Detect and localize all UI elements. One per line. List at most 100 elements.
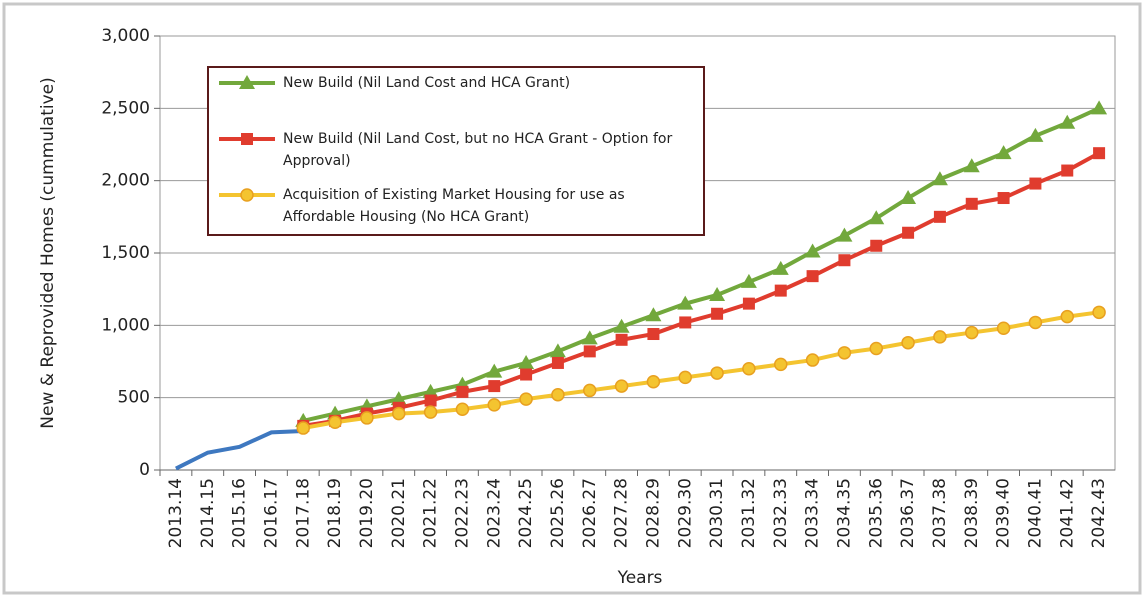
marker xyxy=(549,343,566,358)
y-tick-label: 2,500 xyxy=(101,98,150,118)
marker xyxy=(488,380,501,393)
legend-item: New Build (Nil Land Cost, but no HCA Gra… xyxy=(217,128,693,172)
x-tick-label: 2022.23 xyxy=(452,478,472,548)
x-tick-label: 2038.39 xyxy=(962,478,982,548)
x-tick-label: 2013.14 xyxy=(166,478,186,548)
x-tick-label: 2030.31 xyxy=(707,478,727,548)
marker xyxy=(679,316,692,329)
y-tick-label: 3,000 xyxy=(101,26,150,46)
marker xyxy=(456,385,469,398)
marker xyxy=(583,383,597,398)
marker xyxy=(963,158,980,173)
marker xyxy=(709,286,726,301)
marker xyxy=(1091,100,1108,115)
legend-marker xyxy=(239,75,255,89)
marker xyxy=(836,227,853,242)
legend: New Build (Nil Land Cost and HCA Grant) N… xyxy=(207,66,705,236)
marker xyxy=(1060,309,1074,324)
marker xyxy=(1092,305,1106,320)
legend-item: New Build (Nil Land Cost and HCA Grant) xyxy=(217,72,693,94)
marker xyxy=(296,421,310,435)
marker xyxy=(965,325,979,340)
y-axis-title: New & Reprovided Homes (cummulative) xyxy=(38,77,58,428)
marker xyxy=(997,192,1010,205)
marker xyxy=(455,402,470,416)
x-tick-label: 2034.35 xyxy=(834,478,854,548)
marker xyxy=(933,330,947,344)
marker xyxy=(742,361,756,376)
marker xyxy=(933,210,946,223)
marker xyxy=(551,356,564,369)
marker xyxy=(1061,164,1074,177)
x-tick-label: 2027.28 xyxy=(612,478,632,548)
x-tick-label: 2023.24 xyxy=(484,478,504,548)
marker xyxy=(614,379,629,393)
marker xyxy=(995,145,1012,160)
marker xyxy=(422,383,439,398)
y-tick-label: 1,500 xyxy=(101,243,150,263)
marker xyxy=(583,345,596,358)
marker xyxy=(520,368,533,381)
marker xyxy=(551,388,565,402)
marker xyxy=(1027,127,1044,142)
marker xyxy=(677,295,694,310)
marker xyxy=(487,398,501,412)
marker xyxy=(328,415,342,430)
marker xyxy=(390,391,407,406)
x-tick-label: 2019.20 xyxy=(357,478,377,548)
marker xyxy=(613,318,630,333)
marker xyxy=(711,307,724,320)
x-tick-label: 2039.40 xyxy=(994,478,1014,548)
marker xyxy=(518,354,535,369)
x-tick-label: 2036.37 xyxy=(898,478,918,548)
x-tick-label: 2032.33 xyxy=(771,478,791,548)
marker xyxy=(996,321,1011,335)
marker xyxy=(774,357,788,372)
marker xyxy=(615,333,628,346)
x-tick-label: 2033.34 xyxy=(803,478,823,548)
series-line xyxy=(175,428,304,471)
marker xyxy=(423,405,438,419)
legend-marker xyxy=(241,133,253,145)
x-tick-label: 2021.22 xyxy=(421,478,441,548)
marker xyxy=(646,375,661,389)
x-tick-label: 2016.17 xyxy=(261,478,281,548)
y-tick-label: 500 xyxy=(118,388,150,408)
legend-item: Acquisition of Existing Market Housing f… xyxy=(217,184,693,228)
marker xyxy=(742,297,755,310)
marker xyxy=(931,171,948,186)
x-tick-label: 2031.32 xyxy=(739,478,759,548)
marker xyxy=(1028,315,1043,330)
marker xyxy=(774,284,787,297)
marker xyxy=(678,370,692,385)
x-tick-label: 2041.42 xyxy=(1057,478,1077,548)
legend-swatch xyxy=(219,75,275,89)
legend-label: New Build (Nil Land Cost, but no HCA Gra… xyxy=(283,131,673,169)
marker xyxy=(486,363,503,378)
marker xyxy=(740,273,757,288)
legend-label: New Build (Nil Land Cost and HCA Grant) xyxy=(283,75,571,91)
marker xyxy=(772,260,789,275)
x-tick-label: 2014.15 xyxy=(198,478,218,548)
y-tick-label: 0 xyxy=(139,460,150,480)
x-tick-label: 2037.38 xyxy=(930,478,950,548)
marker xyxy=(965,197,978,210)
x-tick-label: 2040.41 xyxy=(1025,478,1045,548)
marker xyxy=(360,411,374,425)
marker xyxy=(645,307,662,322)
y-tick-label: 1,000 xyxy=(101,315,150,335)
x-tick-label: 2035.36 xyxy=(866,478,886,548)
legend-swatch xyxy=(219,133,275,145)
marker xyxy=(805,353,820,367)
marker xyxy=(900,190,917,205)
marker xyxy=(392,406,406,421)
x-tick-label: 2020.21 xyxy=(389,478,409,548)
marker xyxy=(710,366,724,380)
marker xyxy=(837,346,852,360)
x-tick-label: 2024.25 xyxy=(516,478,536,548)
legend-marker xyxy=(240,188,254,202)
x-tick-label: 2042.43 xyxy=(1089,478,1109,548)
marker xyxy=(806,270,819,283)
marker xyxy=(869,341,883,356)
